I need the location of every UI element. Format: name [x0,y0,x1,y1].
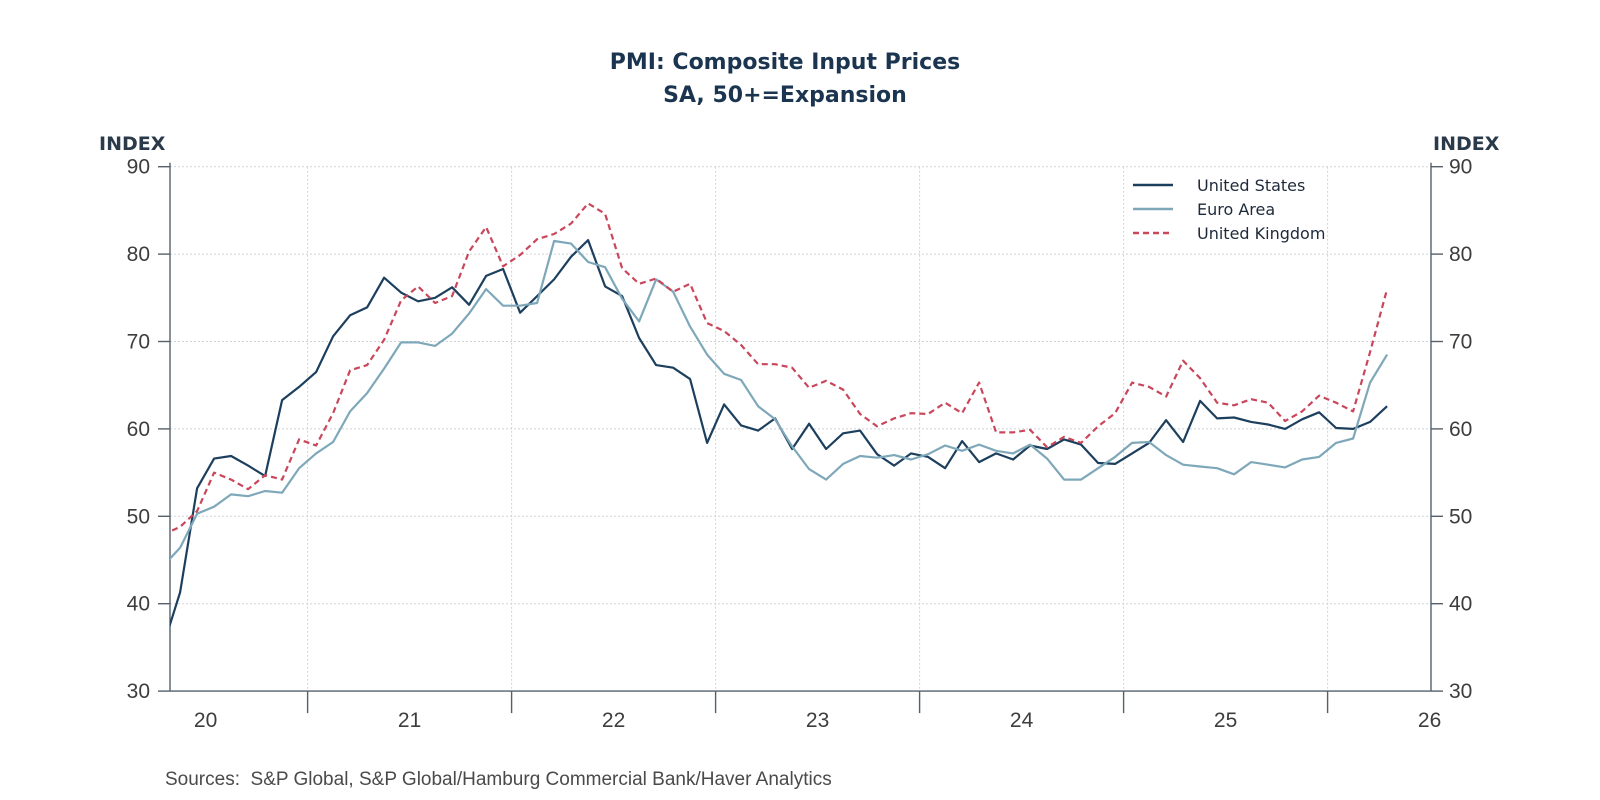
legend-label-euro-area: Euro Area [1197,200,1275,219]
series-lines [170,202,1389,629]
y-tick-label-right: 60 [1449,418,1472,441]
y-tick-label-right: 80 [1449,243,1472,266]
y-tick-label-left: 70 [127,331,150,354]
y-axis-label-right: INDEX [1433,133,1500,155]
legend: United States Euro Area United Kingdom [1133,176,1325,243]
chart-title: PMI: Composite Input Prices [610,50,960,75]
y-tick-label-right: 40 [1449,593,1472,616]
x-tick-label: 22 [602,709,625,732]
legend-label-united-states: United States [1197,176,1305,195]
y-tick-label-right: 30 [1449,680,1472,703]
legend-label-united-kingdom: United Kingdom [1197,224,1325,243]
x-tick-label: 21 [398,709,421,732]
y-axis-label-left: INDEX [99,133,166,155]
series-line-euro-area [170,239,1389,561]
chart-subtitle: SA, 50+=Expansion [663,83,907,108]
source-note: Sources: S&P Global, S&P Global/Hamburg … [165,769,832,790]
y-tick-label-left: 40 [127,593,150,616]
y-tick-label-left: 90 [127,156,150,179]
y-tick-label-left: 30 [127,680,150,703]
x-ticks: 20 21 22 23 24 25 26 [194,691,1441,732]
y-tick-label-left: 80 [127,243,150,266]
gridlines [170,166,1431,692]
y-tick-label-right: 90 [1449,156,1472,179]
x-tick-label: 20 [194,709,217,732]
series-line-united-states [170,239,1388,629]
x-tick-label: 23 [806,709,829,732]
y-tick-label-left: 60 [127,418,150,441]
series-line-united-kingdom [170,202,1389,533]
x-tick-label: 26 [1418,709,1441,732]
y-tick-label-left: 50 [127,505,150,528]
x-tick-label: 24 [1010,709,1034,732]
x-tick-label: 25 [1214,709,1237,732]
y-tick-label-right: 50 [1449,505,1472,528]
y-ticks: 30 30 40 40 50 50 60 60 70 70 80 80 90 90 [127,156,1473,703]
y-tick-label-right: 70 [1449,331,1472,354]
